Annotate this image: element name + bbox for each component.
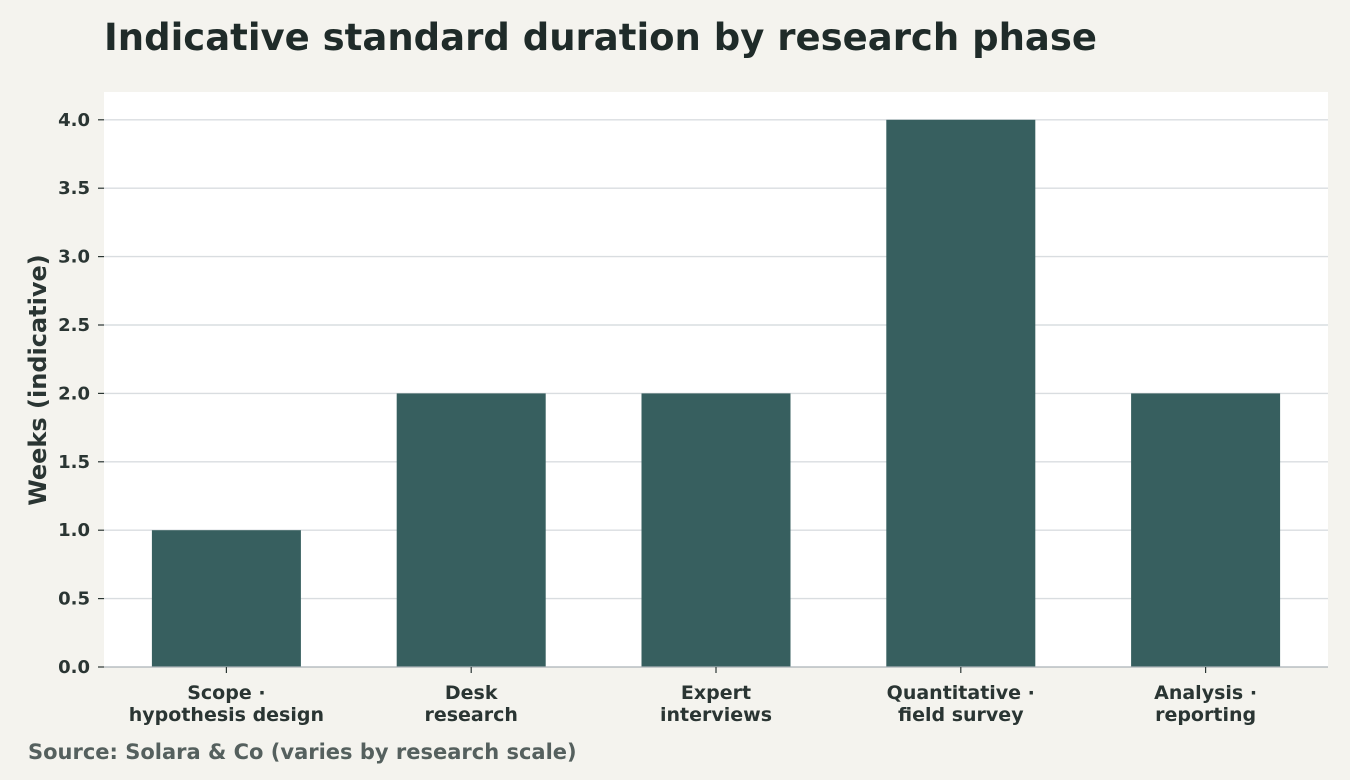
bars — [151, 119, 1281, 668]
y-axis-label: Weeks (indicative) — [24, 254, 52, 505]
bar — [886, 119, 1036, 668]
y-tick-label: 2.5 — [58, 315, 90, 336]
x-tick-label: Desk research — [424, 682, 517, 726]
bar — [1131, 393, 1281, 667]
x-tick-label: Quantitative · field survey — [887, 682, 1035, 726]
y-ticks: 0.0 0.5 1.0 1.5 2.0 2.5 3.0 3.5 4.0 — [58, 110, 104, 678]
y-tick-label: 1.0 — [58, 520, 90, 541]
x-tick-label: Expert interviews — [660, 682, 772, 726]
y-tick-label: 3.5 — [58, 178, 90, 199]
y-tick-label: 4.0 — [58, 110, 90, 131]
bar — [151, 530, 301, 667]
y-tick-label: 2.0 — [58, 383, 90, 404]
y-tick-label: 1.5 — [58, 452, 90, 473]
x-tick-label: Scope · hypothesis design — [129, 682, 324, 726]
source-note: Source: Solara & Co (varies by research … — [28, 740, 577, 764]
y-tick-label: 0.0 — [58, 657, 90, 678]
chart-title: Indicative standard duration by research… — [104, 16, 1098, 59]
y-tick-label: 0.5 — [58, 589, 90, 610]
bar — [641, 393, 791, 667]
bar — [396, 393, 546, 667]
y-tick-label: 3.0 — [58, 247, 90, 268]
x-tick-label: Analysis · reporting — [1154, 682, 1257, 726]
x-ticks: Scope · hypothesis design Desk research Expe… — [129, 667, 1257, 726]
